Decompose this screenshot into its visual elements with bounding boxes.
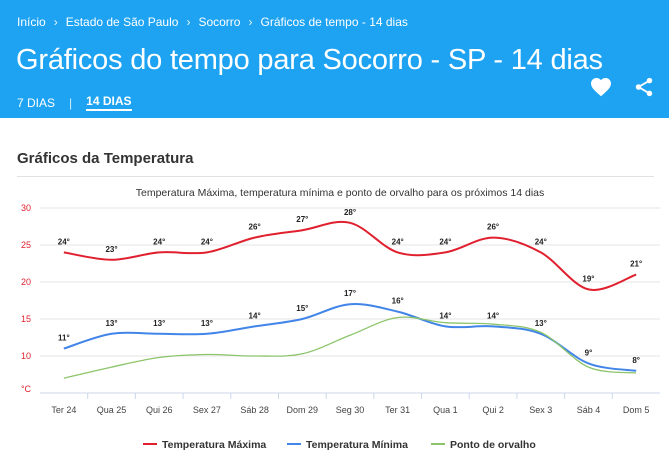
tab-14-days[interactable]: 14 DIAS [86,94,132,111]
series-line [63,316,637,379]
data-label: 23° [105,245,117,254]
section-divider [17,176,654,177]
data-label: 17° [344,289,356,298]
data-label: 24° [392,237,404,246]
share-icon[interactable] [633,76,655,98]
period-tabs: 7 DIAS | 14 DIAS [17,94,132,111]
breadcrumb-state[interactable]: Estado de São Paulo [65,15,179,29]
y-tick-label: 25 [21,240,31,250]
tab-7-days[interactable]: 7 DIAS [17,95,56,110]
section-title: Gráficos da Temperatura [17,150,194,167]
y-tick-label: 15 [21,314,31,324]
data-label: 15° [296,304,308,313]
x-tick-label: Sáb 4 [577,405,601,415]
x-tick-label: Dom 29 [287,405,319,415]
data-label: 28° [344,208,356,217]
y-tick-label: 20 [21,277,31,287]
page-title: Gráficos do tempo para Socorro - SP - 14… [16,44,603,76]
x-tick-label: Sex 27 [193,405,221,415]
x-tick-label: Ter 24 [51,405,76,415]
data-label: 21° [630,260,642,269]
chart-series [63,220,637,379]
heart-icon[interactable] [589,75,613,99]
y-tick-label: 30 [21,203,31,213]
series-line [63,220,637,291]
temperature-chart: Temperatura Máxima, temperatura mínima e… [21,187,660,451]
data-label: 13° [201,319,213,328]
data-label: 13° [535,319,547,328]
data-label: 26° [487,223,499,232]
data-label: 24° [58,237,70,246]
breadcrumb-current: Gráficos de tempo - 14 dias [260,15,408,29]
chart-legend: Temperatura Máxima Temperatura Mínima Pont… [143,439,536,451]
breadcrumb-city[interactable]: Socorro [198,15,241,29]
tab-divider: | [69,95,73,110]
x-tick-label: Sex 3 [529,405,552,415]
y-axis-unit: °C [21,384,32,394]
chart-title: Temperatura Máxima, temperatura mínima e… [136,187,545,199]
breadcrumb: Início › Estado de São Paulo › Socorro ›… [17,15,408,29]
legend-label: Temperatura Mínima [306,439,408,451]
data-label: 24° [439,237,451,246]
header: Início › Estado de São Paulo › Socorro ›… [0,0,669,118]
x-tick-label: Sáb 28 [240,405,269,415]
data-label: 24° [201,237,213,246]
x-tick-label: Seg 30 [336,405,365,415]
x-tick-label: Qua 1 [433,405,458,415]
data-label: 9° [585,348,593,357]
data-label: 19° [582,274,594,283]
x-tick-label: Qui 2 [482,405,504,415]
x-tick-label: Dom 5 [623,405,650,415]
x-tick-label: Ter 31 [385,405,410,415]
data-label: 14° [249,311,261,320]
chevron-right-icon: › [186,15,191,29]
chevron-right-icon: › [53,15,58,29]
data-label: 24° [535,237,547,246]
data-label: 13° [153,319,165,328]
data-label: 11° [58,334,70,343]
data-label: 8° [632,356,640,365]
chart-grid [40,207,660,394]
x-axis: Ter 24 Qua 25 Qui 26 Sex 27 Sáb 28 Dom 29 Seg … [51,393,649,415]
y-axis: °C 10 15 20 25 30 [21,203,32,394]
data-label: 14° [487,311,499,320]
x-tick-label: Qua 25 [97,405,127,415]
breadcrumb-home[interactable]: Início [17,15,46,29]
data-labels: 24° 23° 24° 24° 26° 27° 28° 24° 24° 26° 24° 19° 21° 1… [58,208,642,365]
legend-label: Ponto de orvalho [450,439,536,451]
y-tick-label: 10 [21,351,31,361]
data-label: 24° [153,237,165,246]
legend-label: Temperatura Máxima [162,439,266,451]
data-label: 13° [105,319,117,328]
data-label: 26° [249,223,261,232]
series-line [63,303,637,372]
x-tick-label: Qui 26 [146,405,173,415]
data-label: 14° [439,311,451,320]
chevron-right-icon: › [248,15,253,29]
data-label: 16° [392,297,404,306]
data-label: 27° [296,215,308,224]
